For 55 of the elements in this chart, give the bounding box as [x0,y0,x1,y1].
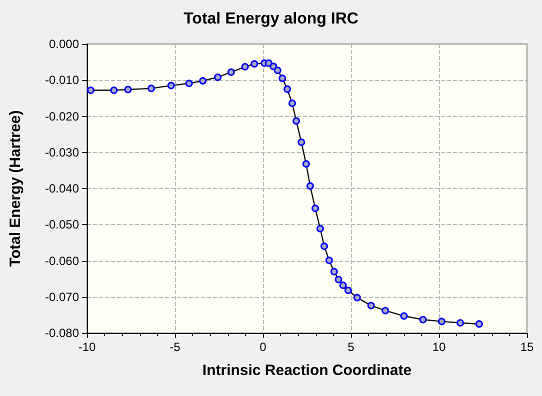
point [339,282,347,290]
y-tick-label: -0.040 [44,182,80,196]
point [227,68,235,76]
x-tick-label: 10 [432,340,446,354]
point [288,99,296,107]
point [438,318,446,326]
x-tick-label: 5 [348,340,355,354]
point [214,73,222,81]
point [147,84,155,92]
point [250,60,258,68]
point [292,117,300,125]
point [382,306,390,314]
point [110,86,118,94]
point [284,85,292,93]
chart-title: Total Energy along IRC [184,10,359,28]
x-tick-label: 0 [260,340,267,354]
point [475,320,483,328]
point [312,204,320,212]
x-tick-label: -10 [78,340,96,354]
point [274,66,282,74]
point [456,319,464,327]
point [278,74,286,82]
point [302,160,310,168]
x-tick-label: 15 [520,340,534,354]
x-axis-title: Intrinsic Reaction Coordinate [202,362,412,379]
y-tick-label: -0.050 [44,218,80,232]
point [86,86,94,94]
point [353,294,361,302]
point [325,256,333,264]
y-tick-label: -0.010 [44,73,80,88]
x-tick-label: -5 [170,340,181,354]
y-tick-label: -0.070 [44,290,80,304]
point [264,59,272,67]
y-tick-label: 0.000 [48,37,80,51]
y-tick-label: -0.080 [44,326,80,340]
point [367,302,375,310]
point [298,138,306,146]
point [124,86,132,94]
point [199,77,207,85]
point [306,182,314,190]
y-axis-title: Total Energy (Hartree) [7,110,24,267]
point [419,316,427,324]
point [344,286,352,294]
point [400,312,408,320]
y-tick-label: -0.020 [44,109,80,124]
point [334,276,342,284]
y-tick-label: -0.060 [44,254,80,268]
point [241,63,249,71]
point [320,242,328,250]
y-tick-label: -0.030 [44,145,80,160]
point [330,268,338,276]
point [316,224,324,232]
point [185,80,193,88]
point [270,62,278,70]
point [167,82,175,90]
